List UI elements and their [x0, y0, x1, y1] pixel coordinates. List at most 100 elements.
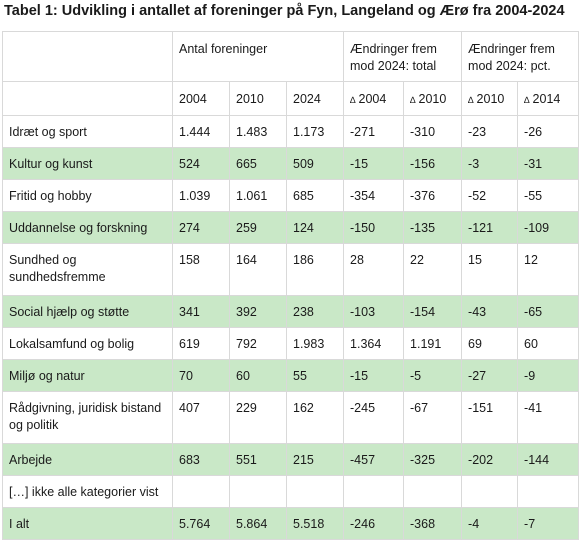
- table-cell: [229, 475, 287, 508]
- table-cell: 274: [172, 211, 230, 244]
- table-cell: [517, 475, 580, 508]
- column-header: 2010: [229, 81, 287, 116]
- table-cell: 22: [403, 243, 463, 296]
- table-cell: -156: [403, 147, 463, 180]
- table-cell: 551: [229, 443, 287, 476]
- table-cell: -325: [403, 443, 463, 476]
- table-cell: -52: [461, 179, 519, 212]
- table-cell: -354: [343, 179, 405, 212]
- table-row: Idræt og sport 1.444 1.483 1.173 -271 -310 -23…: [2, 115, 580, 148]
- column-header: ∆ 2014: [517, 81, 580, 116]
- row-label: Fritid og hobby: [2, 179, 173, 212]
- table-cell: -3: [461, 147, 519, 180]
- table-cell: -15: [343, 147, 405, 180]
- table-cell: 524: [172, 147, 230, 180]
- table-cell: 792: [229, 327, 287, 360]
- table-cell: 407: [172, 391, 230, 444]
- row-label: Idræt og sport: [2, 115, 173, 148]
- table-cell: -202: [461, 443, 519, 476]
- table-cell: 5.864: [229, 507, 287, 540]
- table-cell: -246: [343, 507, 405, 540]
- table-row: Rådgivning, juridisk bistand og politik 4…: [2, 391, 580, 444]
- table-cell: -65: [517, 295, 580, 328]
- table-cell: 341: [172, 295, 230, 328]
- table-cell: -15: [343, 359, 405, 392]
- table-cell: 1.983: [285, 327, 345, 360]
- row-label: Miljø og natur: [2, 359, 173, 392]
- row-label: I alt: [2, 507, 173, 540]
- table-cell: -376: [403, 179, 463, 212]
- table-cell: 685: [285, 179, 345, 212]
- table-row: Uddannelse og forskning 274 259 124 -150 -135…: [2, 211, 580, 244]
- table-cell: 392: [229, 295, 287, 328]
- header-empty-cell: [2, 81, 173, 116]
- row-label: Kultur og kunst: [2, 147, 173, 180]
- table-cell: -103: [343, 295, 405, 328]
- table-cell: -151: [461, 391, 519, 444]
- table-cell: 215: [285, 443, 345, 476]
- table-cell: -9: [517, 359, 580, 392]
- table-cell: 683: [172, 443, 230, 476]
- table-cell: -26: [517, 115, 580, 148]
- table-cell: 158: [172, 243, 230, 296]
- table-cell: 186: [285, 243, 345, 296]
- table-cell: 1.191: [403, 327, 463, 360]
- table-cell: -109: [517, 211, 580, 244]
- table-row: Arbejde 683 551 215 -457 -325 -202 -144: [2, 443, 580, 476]
- column-year: 2010: [418, 92, 447, 106]
- table-cell: -41: [517, 391, 580, 444]
- header-empty-cell: [2, 31, 173, 82]
- table-row: Social hjælp og støtte 341 392 238 -103 -154-…: [2, 295, 580, 328]
- table-cell: 1.039: [172, 179, 230, 212]
- table-cell: -271: [343, 115, 405, 148]
- header-total: Ændringer frem mod 2024: total: [343, 31, 463, 82]
- table-cell: 15: [461, 243, 519, 296]
- table-cell: -150: [343, 211, 405, 244]
- table-cell: 509: [285, 147, 345, 180]
- table-row: Lokalsamfund og bolig 619 792 1.983 1.364 1.1…: [2, 327, 580, 360]
- header-row-groups: Antal foreninger Ændringer frem mod 2024…: [2, 31, 580, 82]
- delta-symbol: ∆: [524, 95, 530, 105]
- table-cell: -67: [403, 391, 463, 444]
- header-pct: Ændringer frem mod 2024: pct.: [461, 31, 580, 82]
- data-table: Antal foreninger Ændringer frem mod 2024…: [2, 31, 580, 540]
- table-cell: [172, 475, 230, 508]
- table-cell: -310: [403, 115, 463, 148]
- column-header: ∆ 2010: [461, 81, 519, 116]
- table-cell: -23: [461, 115, 519, 148]
- table-cell: 1.061: [229, 179, 287, 212]
- column-year: 2004: [358, 92, 387, 106]
- column-year: 2004: [179, 92, 207, 106]
- table-cell: -27: [461, 359, 519, 392]
- delta-symbol: ∆: [350, 95, 356, 105]
- table-cell: 60: [517, 327, 580, 360]
- table-cell: -245: [343, 391, 405, 444]
- column-year: 2010: [236, 92, 264, 106]
- header-count: Antal foreninger: [171, 31, 345, 82]
- table-cell: 1.483: [229, 115, 287, 148]
- row-label: Uddannelse og forskning: [2, 211, 173, 244]
- delta-symbol: ∆: [468, 95, 474, 105]
- header-row-years: 2004 2010 2024 ∆ 2004 ∆ 2010 ∆ 2010 ∆ 2014: [2, 81, 580, 116]
- table-body: Idræt og sport 1.444 1.483 1.173 -271 -310 -23…: [2, 115, 580, 540]
- table-cell: 162: [285, 391, 345, 444]
- table-title: Tabel 1: Udvikling i antallet af forenin…: [4, 3, 565, 19]
- table-cell: -368: [403, 507, 463, 540]
- table-cell: 619: [172, 327, 230, 360]
- table-row: Fritid og hobby 1.039 1.061 685 -354 -376 -52-…: [2, 179, 580, 212]
- table-cell: 69: [461, 327, 519, 360]
- row-label: Rådgivning, juridisk bistand og politik: [2, 391, 173, 444]
- column-header: ∆ 2004: [343, 81, 405, 116]
- column-header: ∆ 2010: [403, 81, 463, 116]
- table-cell: 665: [229, 147, 287, 180]
- table-cell: -4: [461, 507, 519, 540]
- table-cell: 1.173: [285, 115, 345, 148]
- table-cell: 238: [285, 295, 345, 328]
- table-cell: [403, 475, 463, 508]
- table-cell: 55: [285, 359, 345, 392]
- table-cell: -144: [517, 443, 580, 476]
- table-cell: -154: [403, 295, 463, 328]
- table-cell: 1.444: [172, 115, 230, 148]
- table-cell: -121: [461, 211, 519, 244]
- table-cell: 28: [343, 243, 405, 296]
